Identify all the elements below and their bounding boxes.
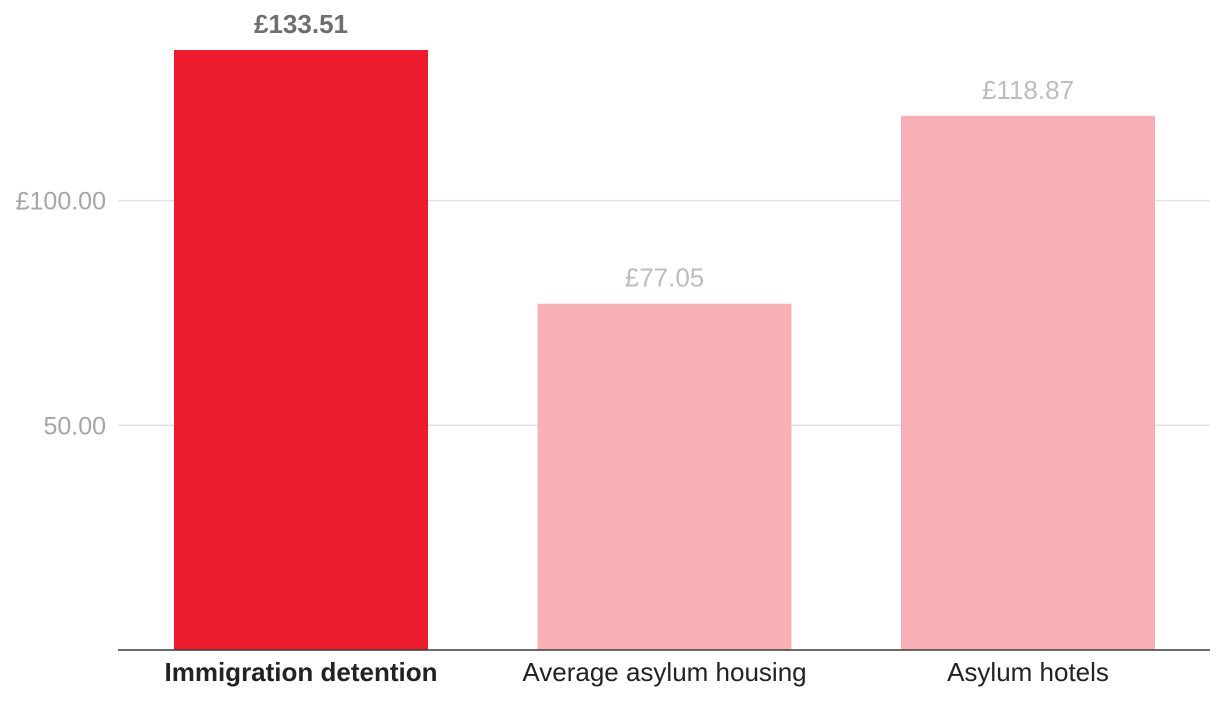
value-label-2: £118.87 bbox=[982, 75, 1074, 105]
value-labels: £133.51 £77.05 £118.87 bbox=[254, 9, 1074, 293]
category-labels: Immigration detention Average asylum hous… bbox=[165, 657, 1109, 687]
bars bbox=[174, 50, 1155, 650]
category-label-0: Immigration detention bbox=[165, 657, 438, 687]
category-label-1: Average asylum housing bbox=[522, 657, 806, 687]
bar-0 bbox=[174, 50, 428, 650]
y-axis-tick-labels: 50.00 £100.00 bbox=[16, 188, 106, 441]
category-label-2: Asylum hotels bbox=[947, 657, 1109, 687]
y-tick-label: £100.00 bbox=[16, 188, 106, 216]
y-tick-label: 50.00 bbox=[43, 412, 106, 440]
bar-2 bbox=[901, 115, 1155, 650]
value-label-1: £77.05 bbox=[625, 263, 705, 293]
bar-1 bbox=[537, 303, 792, 650]
value-label-0: £133.51 bbox=[254, 9, 348, 39]
